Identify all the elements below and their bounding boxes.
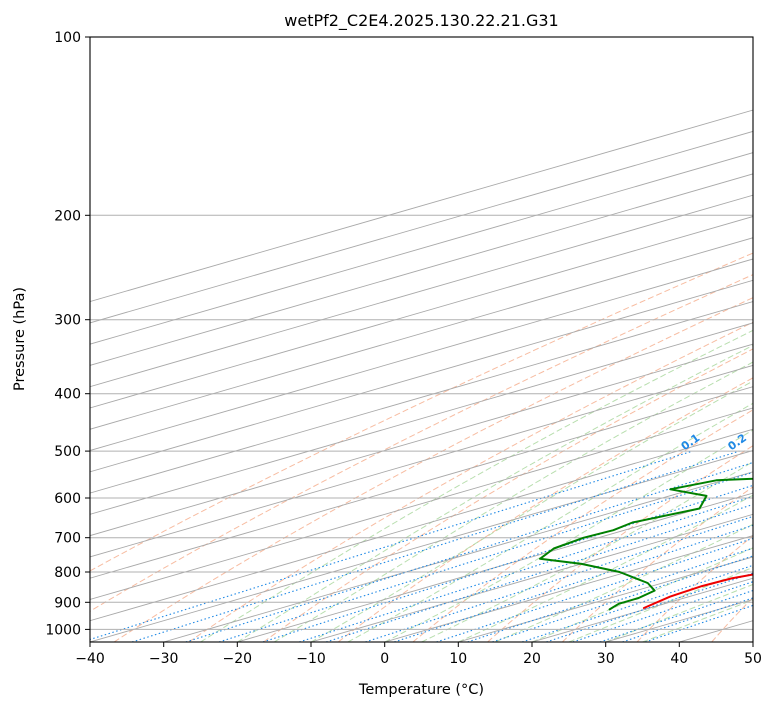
dry-adiabat-line [90,274,753,612]
isotherm-line [90,364,753,558]
moist-adiabat-line [568,566,753,642]
x-tick-label: 30 [597,651,615,667]
isotherm-line [90,386,753,579]
moist-adiabat-line [347,402,753,642]
mixing-ratio-line [365,515,753,642]
y-tick-label: 300 [54,313,81,329]
isotherm-line [90,407,753,600]
isotherm-line [90,301,753,494]
y-axis-label: Pressure (hPa) [12,287,28,391]
plot-frame [89,36,754,643]
x-tick-label: −10 [296,651,326,667]
mixing-ratio-line [572,581,753,642]
isotherm-line [90,152,753,345]
mixing-ratio-line [218,471,753,642]
isotherm-line [90,258,753,451]
pressure-gridlines [90,37,753,630]
x-tick-label: 0 [380,651,389,667]
y-tick-label: 200 [54,208,81,224]
isotherm-line [90,194,753,388]
y-tick-label: 400 [54,387,81,403]
dry-adiabat-line [337,377,753,642]
isotherm-line [90,428,753,622]
dry-adiabat-line [561,486,753,642]
isotherm-line [90,109,753,303]
x-tick-label: −20 [223,651,253,667]
x-tick-label: 50 [744,651,762,667]
mixing-ratio-line [185,461,753,642]
isotherm-line [90,173,753,366]
moist-adiabat-line [495,523,753,642]
isotherm-line [90,450,753,642]
isotherm-line [90,279,753,473]
y-tick-label: 700 [54,531,81,547]
x-tick-label: −30 [149,651,179,667]
chart-title: wetPf2_C2E4.2025.130.22.21.G31 [284,11,558,31]
isotherm-line [90,237,753,430]
isotherm-line [237,492,753,642]
isotherm-line [90,130,753,324]
moist-adiabat-line [421,461,753,642]
mixing-ratio-line [90,450,693,641]
mixing-ratio-line [521,564,753,642]
background-lines [90,109,753,642]
y-tick-label: 100 [54,30,81,46]
isotherm-line [310,513,753,642]
y-tick-label: 900 [54,595,81,611]
moist-adiabat-line [237,344,753,642]
x-tick-label: 40 [670,651,688,667]
mixing-ratio-line [546,572,753,642]
x-axis-label: Temperature (°C) [358,682,484,698]
isotherm-line [90,216,753,409]
axes: −40 −30 −20 −10 0 10 20 30 40 50 100 200 300 400 500 60… [45,30,762,667]
isotherm-line [163,471,753,642]
mixing-ratio-line [394,524,753,642]
mixing-ratio-line [492,555,753,642]
moist-adiabat-line [458,494,753,642]
x-tick-label: 20 [523,651,541,667]
dry-adiabat-line [113,297,753,642]
moist-adiabat-line [384,429,753,642]
profiles [539,477,753,611]
moist-adiabat-line [200,329,753,642]
y-tick-label: 600 [54,491,81,507]
dry-adiabat-line [412,409,753,642]
isotherm-line [384,535,753,642]
dry-adiabat-line [90,252,753,572]
dewpoint-profile-line [539,477,753,611]
y-tick-label: 1000 [45,622,81,638]
x-tick-label: −40 [75,651,105,667]
moist-adiabat-line [273,361,753,642]
y-tick-label: 800 [54,565,81,581]
x-tick-label: 10 [449,651,467,667]
dry-adiabat-line [636,535,753,642]
y-tick-label: 500 [54,444,81,460]
isotherm-line [90,322,753,515]
